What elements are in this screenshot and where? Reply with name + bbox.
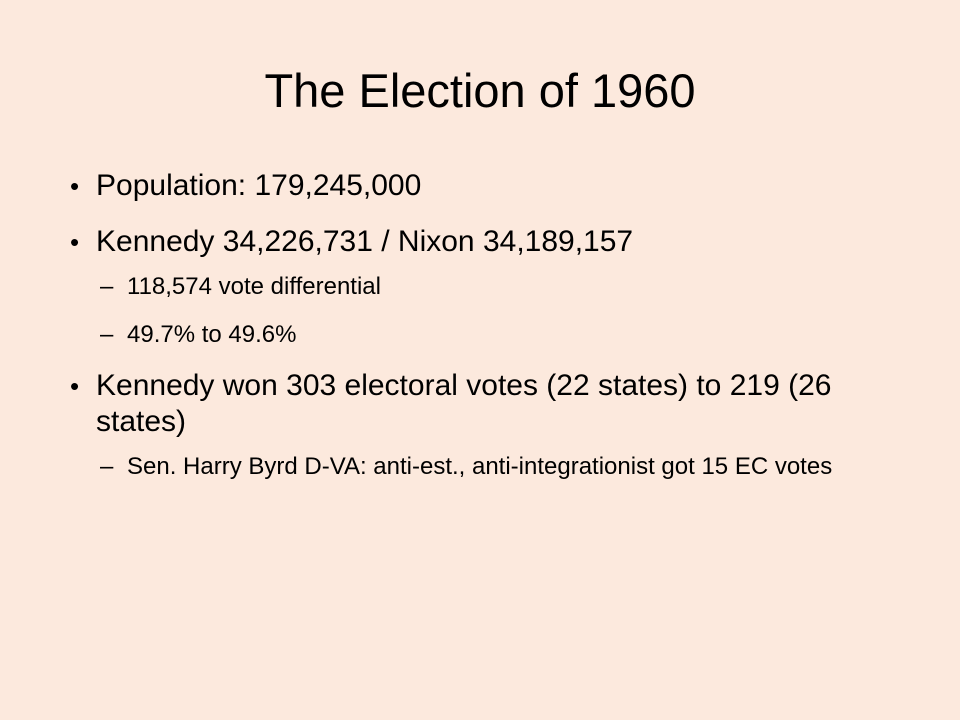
sub-marker: –	[100, 273, 114, 300]
sub-item-byrd: – Sen. Harry Byrd D-VA: anti-est., anti-…	[70, 452, 910, 482]
bullet-text: Population: 179,245,000	[96, 169, 422, 202]
bullet-marker: •	[70, 371, 80, 401]
sub-item-vote-differential: – 118,574 vote differential	[70, 272, 910, 302]
sub-text: Sen. Harry Byrd D-VA: anti-est., anti-in…	[127, 453, 833, 480]
bullet-item-vote-totals: • Kennedy 34,226,731 / Nixon 34,189,157	[70, 224, 910, 260]
slide-title: The Election of 1960	[264, 64, 696, 117]
bullet-item-population: • Population: 179,245,000	[70, 168, 910, 204]
sub-text: 118,574 vote differential	[127, 273, 381, 300]
bullet-marker: •	[70, 171, 80, 201]
bullet-marker: •	[70, 227, 80, 257]
bullet-item-electoral-votes: • Kennedy won 303 electoral votes (22 st…	[70, 368, 910, 440]
sub-marker: –	[100, 453, 114, 480]
sub-text: 49.7% to 49.6%	[127, 321, 297, 348]
bullet-text: Kennedy won 303 electoral votes (22 stat…	[96, 369, 832, 438]
sub-item-percentages: – 49.7% to 49.6%	[70, 320, 910, 350]
sub-marker: –	[100, 321, 114, 348]
bullet-text: Kennedy 34,226,731 / Nixon 34,189,157	[96, 225, 634, 258]
bullet-list: • Population: 179,245,000 • Kennedy 34,2…	[70, 168, 910, 500]
